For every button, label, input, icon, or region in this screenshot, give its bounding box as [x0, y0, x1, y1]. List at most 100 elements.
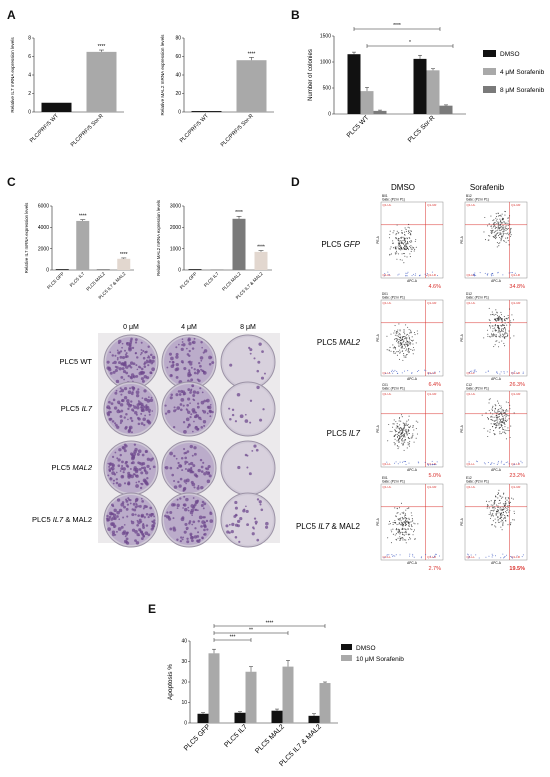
event-dot	[497, 225, 499, 227]
event-dot	[417, 523, 419, 525]
event-dot	[492, 334, 494, 336]
event-dot	[408, 223, 410, 225]
legend-label: 4 μM Sorafenib	[500, 69, 545, 76]
colony	[231, 413, 235, 417]
event-dot	[494, 226, 497, 228]
event-dot	[404, 255, 406, 257]
event-dot	[403, 424, 405, 427]
colony	[111, 420, 115, 423]
event-dot	[505, 413, 507, 415]
event-dot	[507, 524, 509, 526]
axis-event-dot	[486, 274, 488, 276]
event-dot	[492, 507, 494, 509]
event-dot	[402, 534, 404, 536]
event-dot	[401, 259, 403, 261]
event-dot	[487, 435, 489, 438]
dose-column-label: 8 μM	[240, 324, 256, 331]
colony	[140, 351, 143, 354]
event-dot	[490, 504, 492, 506]
axis-event-dot	[493, 463, 495, 465]
event-dot	[496, 241, 498, 244]
axis-event-dot	[424, 461, 426, 463]
colony	[150, 353, 153, 357]
plate-row-label: PLC5 MAL2	[52, 463, 93, 472]
colony	[139, 366, 142, 369]
event-dot	[397, 435, 399, 437]
event-dot	[496, 318, 498, 320]
colony	[149, 458, 153, 462]
y-axis-label: PE-A	[376, 235, 380, 243]
colony	[127, 418, 129, 421]
event-dot	[404, 425, 406, 427]
colony	[184, 467, 187, 470]
event-dot	[407, 344, 409, 346]
event-dot	[491, 506, 494, 508]
colony	[234, 523, 239, 527]
event-dot	[416, 433, 419, 435]
event-dot	[495, 513, 497, 515]
colony	[138, 371, 143, 376]
event-dot	[394, 507, 396, 509]
colony	[122, 471, 125, 474]
colony	[125, 460, 129, 464]
event-dot	[403, 243, 405, 245]
event-dot	[499, 422, 501, 424]
x-axis-label: APC-A	[407, 561, 418, 565]
quadrant-label: Q1-UL	[383, 301, 392, 305]
bar	[426, 70, 440, 114]
colony	[151, 359, 155, 363]
x-axis-label: APC-A	[407, 468, 418, 472]
colony	[126, 399, 130, 403]
colony	[111, 471, 115, 475]
event-dot	[495, 227, 498, 229]
y-tick-label: 1000	[320, 60, 331, 66]
colony	[193, 371, 197, 375]
event-dot	[398, 420, 400, 422]
event-dot	[510, 522, 512, 524]
colony	[190, 378, 194, 382]
event-dot	[499, 418, 501, 420]
event-dot	[405, 533, 407, 535]
event-dot	[397, 427, 399, 429]
y-tick-label: 10	[181, 700, 187, 706]
colony	[135, 364, 138, 367]
event-dot	[389, 520, 391, 522]
event-dot	[500, 526, 502, 528]
axis-event-dot	[508, 463, 510, 465]
colony	[183, 530, 187, 534]
colony	[144, 531, 149, 536]
event-dot	[404, 441, 406, 443]
colony	[203, 472, 207, 476]
event-dot	[396, 224, 398, 226]
colony	[120, 502, 125, 507]
event-dot	[497, 421, 499, 423]
event-dot	[497, 221, 499, 223]
colony	[181, 338, 184, 340]
event-dot	[408, 518, 410, 520]
event-dot	[483, 337, 485, 339]
event-dot	[398, 507, 401, 509]
colony	[112, 398, 116, 402]
colony	[145, 505, 148, 508]
event-dot	[497, 412, 499, 414]
colony	[188, 342, 192, 346]
event-dot	[398, 358, 401, 360]
colony	[191, 523, 194, 526]
colony	[122, 467, 126, 471]
colony	[123, 449, 127, 453]
event-dot	[392, 344, 394, 346]
event-dot	[496, 493, 499, 496]
event-dot	[508, 234, 510, 236]
plate-row-label: PLC5 WT	[59, 357, 92, 366]
event-dot	[412, 519, 414, 521]
event-dot	[499, 408, 501, 410]
colony	[229, 418, 232, 421]
event-dot	[394, 429, 396, 431]
legend-label: DMSO	[356, 645, 376, 652]
axis-event-dot	[478, 557, 480, 559]
axis-event-dot	[388, 554, 390, 556]
event-dot	[407, 528, 409, 530]
axis-event-dot	[434, 553, 436, 555]
colony	[192, 394, 196, 398]
axis-event-dot	[485, 371, 487, 373]
